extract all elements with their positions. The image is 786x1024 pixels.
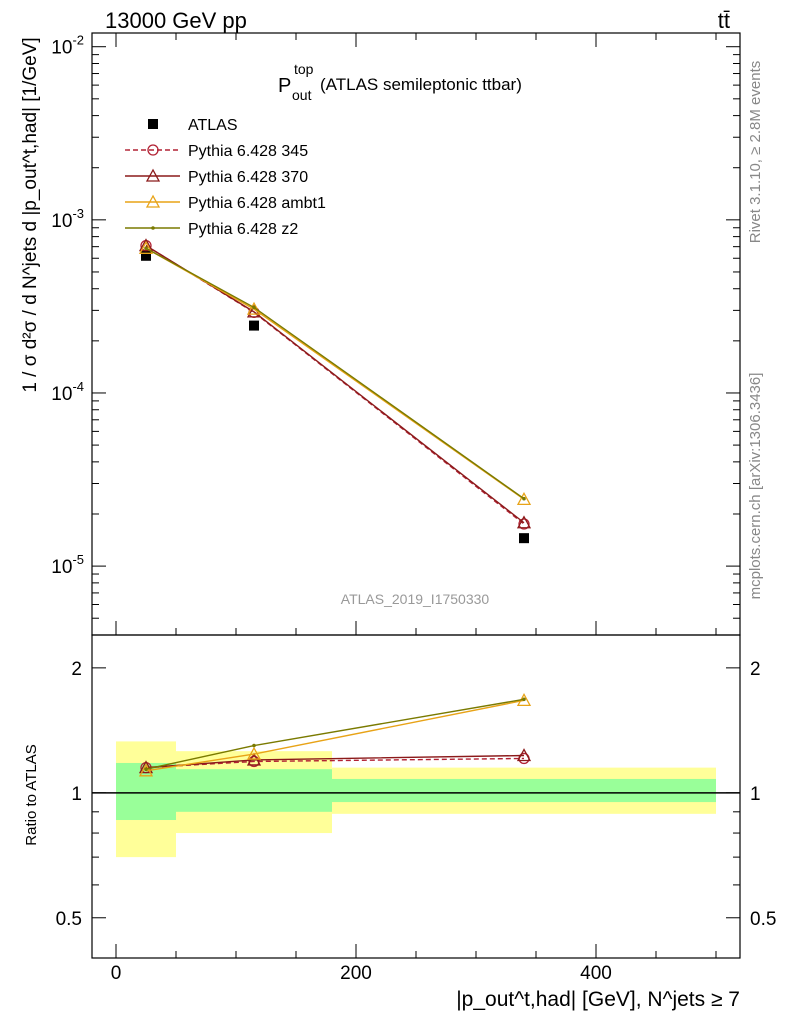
title-main: P (278, 75, 291, 97)
ratio-pythia-6-428-370-point (138, 760, 154, 774)
main-pythia-6-428-z2-point (522, 496, 526, 501)
main-atlas-point (249, 320, 259, 331)
ratio-y-tick-label-left: 0.5 (56, 909, 82, 930)
main-pythia-6-428-z2-line (145, 247, 525, 500)
main-pythia-6-428-345-line (145, 244, 525, 525)
ratio-pythia-6-428-ambt1-line (145, 699, 525, 772)
analysis-watermark: ATLAS_2019_I1750330 (341, 591, 490, 607)
ratio-band-inner (176, 769, 332, 812)
legend-pythia-6-428-z2-label: Pythia 6.428 z2 (188, 221, 298, 238)
legend-pythia-6-428-370-label: Pythia 6.428 370 (188, 169, 308, 186)
title-sub: out (292, 87, 312, 103)
main-pythia-6-428-ambt1-line (145, 247, 525, 500)
x-tick-label: 200 (340, 963, 372, 984)
plot-title: P top out (ATLAS semileptonic ttbar) (278, 61, 522, 103)
main-pythia-6-428-ambt1-point (246, 301, 262, 315)
legend-atlas-label: ATLAS (188, 117, 238, 134)
ratio-y-tick-label-left: 1 (71, 784, 82, 805)
legend-pythia-6-428-ambt1-label: Pythia 6.428 ambt1 (188, 195, 326, 212)
main-atlas-point (141, 250, 151, 261)
main-pythia-6-428-ambt1-point (516, 491, 532, 505)
ratio-y-tick-label-right: 1 (750, 784, 761, 805)
main-y-tick-label: 10-4 (51, 379, 84, 405)
main-pythia-6-428-ambt1-point (138, 240, 154, 254)
legend-pythia-6-428-370-marker (145, 168, 161, 182)
main-pythia-6-428-370-point (138, 238, 154, 252)
main-y-tick-label: 10-2 (51, 33, 84, 59)
main-pythia-6-428-z2-point (252, 305, 256, 310)
main-atlas-point (519, 533, 529, 544)
ratio-band-inner (116, 762, 176, 821)
legend-pythia-6-428-345-marker (147, 144, 159, 156)
ratio-band-inner (332, 778, 716, 803)
ratio-pythia-6-428-ambt1-point (246, 746, 262, 760)
rivet-label: Rivet 3.1.10, ≥ 2.8M events (747, 61, 764, 244)
main-y-tick-label: 10-3 (51, 206, 84, 232)
ratio-ylabel: Ratio to ATLAS (23, 744, 40, 845)
ratio-pythia-6-428-z2-point (144, 767, 148, 772)
title-rest: (ATLAS semileptonic ttbar) (320, 75, 522, 94)
main-pythia-6-428-370-line (145, 244, 525, 524)
ratio-pythia-6-428-370-point (516, 748, 532, 762)
main-pythia-6-428-370-point (516, 515, 532, 529)
ratio-y-tick-label-left: 2 (71, 659, 82, 680)
header-energy: 13000 GeV pp (105, 8, 247, 33)
main-pythia-6-428-345-point (518, 518, 530, 530)
ratio-pythia-6-428-345-point (248, 755, 260, 768)
ratio-pythia-6-428-z2-point (252, 743, 256, 748)
ratio-y-tick-label-right: 2 (750, 659, 761, 680)
ratio-pythia-6-428-z2-point (522, 697, 526, 702)
x-tick-label: 0 (111, 963, 122, 984)
main-y-tick-label: 10-5 (51, 552, 84, 578)
legend-pythia-6-428-345-label: Pythia 6.428 345 (188, 143, 308, 160)
x-tick-label: 400 (580, 963, 612, 984)
x-axis-label: |p_out^t,had| [GeV], N^jets ≥ 7 (456, 988, 740, 1011)
legend-pythia-6-428-ambt1-marker (145, 194, 161, 208)
mcplots-label: mcplots.cern.ch [arXiv:1306.3436] (747, 373, 764, 600)
title-sup: top (294, 61, 314, 77)
main-pythia-6-428-z2-point (144, 246, 148, 251)
legend-atlas-marker (148, 119, 158, 129)
main-ylabel: 1 / σ d²σ / d N^jets d |p_out^t,had| [1/… (20, 37, 41, 392)
ratio-pythia-6-428-ambt1-point (138, 763, 154, 777)
header-process: tt̄ (718, 8, 730, 33)
legend-pythia-6-428-z2-marker (151, 226, 155, 230)
ratio-y-tick-label-right: 0.5 (750, 909, 776, 930)
